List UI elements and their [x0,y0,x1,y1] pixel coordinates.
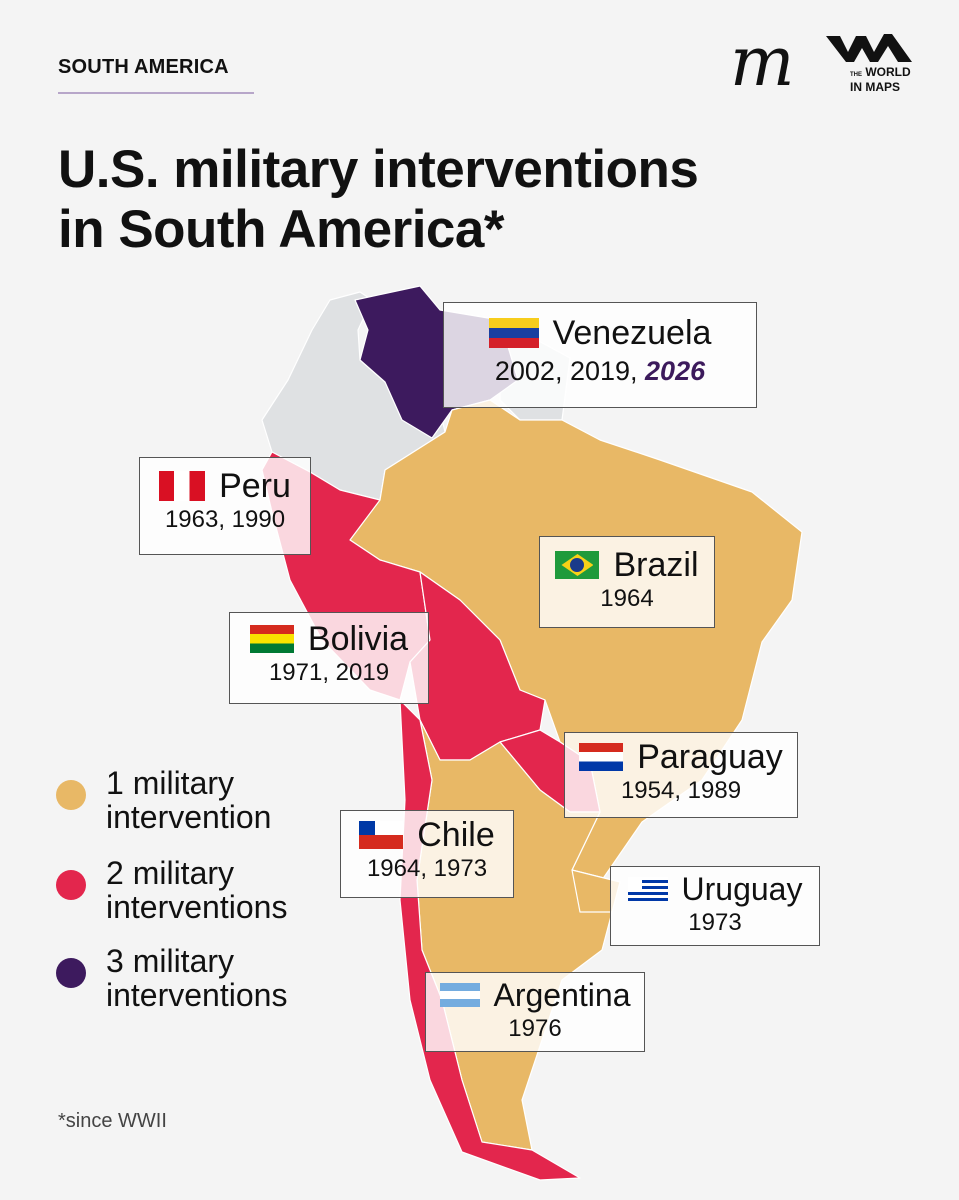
bolivia-flag-icon [249,625,294,653]
legend-line-2: interventions [106,977,288,1013]
section-underline [58,92,254,94]
legend-line-1: 2 military [106,855,235,891]
world-in-maps-logo-icon [826,34,912,62]
country-years: 1954, 1989 [620,777,742,804]
country-years: 2002, 2019, [494,356,638,386]
label-uruguay: Uruguay 1973 [610,866,820,946]
country-years: 1971, 2019 [268,659,390,686]
highlight-year: 2026 [645,356,706,386]
country-name: Brazil [613,546,699,584]
country-name: Bolivia [307,620,409,658]
label-bolivia: Bolivia 1971, 2019 [229,612,429,704]
uruguay-flag-icon [627,877,668,901]
chile-flag-icon [359,821,404,849]
title-line-2: in South America* [58,200,505,259]
logo-small-text: THE [850,72,862,78]
legend-swatch-three [56,958,86,988]
paraguay-flag-icon [579,743,624,771]
country-years: 1963, 1990 [164,506,286,533]
legend-label: 3 military interventions [106,944,287,1012]
argentina-flag-icon [439,983,480,1007]
country-name: Chile [417,816,495,854]
label-venezuela: Venezuela 2002, 2019, 2026 [443,302,757,408]
m-logo: m [730,23,795,102]
logo-text: THE WORLD IN MAPS [850,66,911,93]
footnote: *since WWII [58,1110,167,1132]
country-name: Peru [219,467,291,505]
legend-swatch-one [56,780,86,810]
label-argentina: Argentina 1976 [425,972,645,1052]
country-name: Argentina [493,977,631,1013]
country-years: 1973 [688,909,742,936]
venezuela-flag-icon [488,318,539,348]
label-chile: Chile 1964, 1973 [340,810,514,898]
label-brazil: Brazil 1964 [539,536,715,628]
legend-line-2: intervention [106,799,272,835]
logo-line-2: IN MAPS [850,80,901,94]
country-name: Venezuela [552,314,712,352]
section-label: SOUTH AMERICA [58,56,229,78]
brazil-flag-icon [555,551,600,579]
country-years: 1976 [508,1015,562,1042]
legend-line-2: interventions [106,889,288,925]
peru-flag-icon [159,471,206,501]
page-title: U.S. military interventions in South Ame… [58,140,699,260]
legend-label: 1 military intervention [106,766,271,834]
title-line-1: U.S. military interventions [58,140,699,199]
country-years: 1964, 1973 [366,855,488,882]
legend-line-1: 1 military [106,765,235,801]
legend-swatch-two [56,870,86,900]
label-peru: Peru 1963, 1990 [139,457,311,555]
label-paraguay: Paraguay 1954, 1989 [564,732,798,818]
country-name: Uruguay [681,871,803,907]
legend-label: 2 military interventions [106,856,287,924]
country-years: 1964 [600,585,654,612]
legend-line-1: 3 military [106,943,235,979]
country-name: Paraguay [637,738,783,776]
logo-line-1: WORLD [865,65,911,79]
